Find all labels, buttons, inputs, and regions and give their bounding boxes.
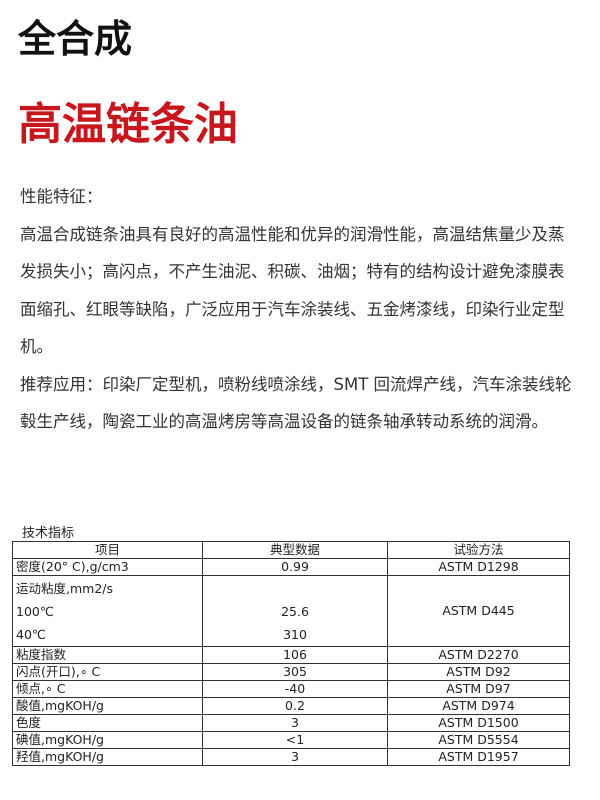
item-cell: 羟值,mgKOH/g [12, 748, 203, 766]
header-item: 项目 [12, 541, 203, 559]
item-sub: 100℃ [16, 603, 54, 619]
table-row: 碘值,mgKOH/g <1 ASTM D5554 [12, 731, 570, 749]
method-cell: ASTM D92 [387, 663, 570, 681]
table-row: 倾点,∘ C -40 ASTM D97 [12, 680, 570, 698]
value: 310 [283, 626, 307, 642]
value-cell: 305 [202, 663, 388, 681]
method-cell: ASTM D1957 [387, 748, 570, 766]
value: 25.6 [281, 603, 309, 619]
item-label: 运动粘度,mm2/s [16, 580, 114, 596]
item-cell: 粘度指数 [12, 646, 203, 664]
table-row: 羟值,mgKOH/g 3 ASTM D1957 [12, 748, 570, 766]
value-cell: 0.2 [202, 697, 388, 715]
table-row: 粘度指数 106 ASTM D2270 [12, 646, 570, 664]
method-cell: ASTM D1500 [387, 714, 570, 732]
value-cell: 0.99 [202, 558, 388, 576]
description: 性能特征： 高温合成链条油具有良好的高温性能和优异的润滑性能，高温结焦量少及蒸发… [20, 178, 580, 441]
method-cell: ASTM D1298 [387, 558, 570, 576]
item-cell: 碘值,mgKOH/g [12, 731, 203, 749]
header-method: 试验方法 [387, 541, 570, 559]
spec-label: 技术指标 [22, 526, 75, 541]
applications-text: 推荐应用：印染厂定型机，喷粉线喷涂线，SMT 回流焊产线，汽车涂装线轮毂生产线，… [20, 374, 572, 432]
method-cell: ASTM D2270 [387, 646, 570, 664]
product-name-title: 高温链条油 [18, 99, 238, 150]
table-row: 酸值,mgKOH/g 0.2 ASTM D974 [12, 697, 570, 715]
item-cell: 倾点,∘ C [12, 680, 203, 698]
table-row: 运动粘度,mm2/s 100℃ 40℃ 25.6 310 ASTM D445 [12, 575, 570, 647]
value-cell: <1 [202, 731, 388, 749]
method-cell: ASTM D974 [387, 697, 570, 715]
item-cell: 运动粘度,mm2/s 100℃ 40℃ [12, 575, 203, 647]
spec-table: 项目 典型数据 试验方法 密度(20° C),g/cm3 0.99 ASTM D… [12, 541, 570, 766]
item-cell: 酸值,mgKOH/g [12, 697, 203, 715]
header-value: 典型数据 [202, 541, 388, 559]
features-label: 性能特征： [20, 187, 103, 206]
table-row: 闪点(开口),∘ C 305 ASTM D92 [12, 663, 570, 681]
features-text: 高温合成链条油具有良好的高温性能和优异的润滑性能，高温结焦量少及蒸发损失小；高闪… [20, 224, 565, 357]
item-cell: 色度 [12, 714, 203, 732]
method-cell: ASTM D97 [387, 680, 570, 698]
table-row: 密度(20° C),g/cm3 0.99 ASTM D1298 [12, 558, 570, 576]
value-cell: 3 [202, 714, 388, 732]
method-cell: ASTM D5554 [387, 731, 570, 749]
value-cell: 3 [202, 748, 388, 766]
method-cell: ASTM D445 [387, 575, 570, 647]
value-cell: 106 [202, 646, 388, 664]
value-cell: -40 [202, 680, 388, 698]
product-type-title: 全合成 [18, 17, 133, 61]
table-row: 色度 3 ASTM D1500 [12, 714, 570, 732]
item-cell: 闪点(开口),∘ C [12, 663, 203, 681]
value-cell: 25.6 310 [202, 575, 388, 647]
item-cell: 密度(20° C),g/cm3 [12, 558, 203, 576]
table-header: 项目 典型数据 试验方法 [12, 541, 570, 559]
item-sub: 40℃ [16, 626, 46, 642]
